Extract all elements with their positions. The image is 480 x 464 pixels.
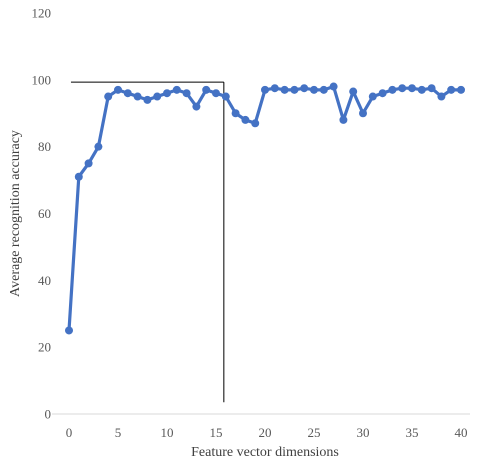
data-point xyxy=(378,89,387,98)
x-tick-label: 15 xyxy=(210,425,223,440)
y-tick-label: 20 xyxy=(38,340,51,355)
data-point xyxy=(270,84,279,93)
x-tick-label: 0 xyxy=(66,425,73,440)
y-tick-label: 120 xyxy=(32,6,52,21)
data-point xyxy=(153,92,162,101)
x-tick-label: 30 xyxy=(357,425,370,440)
series-line xyxy=(67,84,463,333)
data-point xyxy=(221,92,230,101)
data-point xyxy=(172,85,181,94)
data-point xyxy=(427,84,436,93)
data-point xyxy=(437,92,446,101)
data-point xyxy=(123,89,132,98)
x-tick-label: 5 xyxy=(115,425,122,440)
x-axis-title: Feature vector dimensions xyxy=(191,445,339,460)
data-point xyxy=(398,84,407,93)
x-tick-label: 10 xyxy=(161,425,174,440)
y-tick-labels: 0 20 40 60 80 100 120 xyxy=(32,6,52,422)
data-point xyxy=(447,85,456,94)
y-tick-label: 60 xyxy=(38,206,51,221)
data-point xyxy=(339,115,348,124)
data-point xyxy=(457,85,465,94)
data-point xyxy=(74,172,83,181)
data-point xyxy=(300,84,309,93)
y-tick-label: 0 xyxy=(45,407,52,422)
data-point xyxy=(65,326,73,335)
data-point xyxy=(261,85,269,94)
data-point xyxy=(114,85,122,94)
data-point xyxy=(241,115,250,124)
data-point xyxy=(319,85,328,94)
x-tick-label: 35 xyxy=(406,425,419,440)
data-point xyxy=(192,102,201,111)
data-point xyxy=(231,109,240,118)
data-point xyxy=(280,85,289,94)
data-point xyxy=(182,89,191,98)
data-point xyxy=(417,85,426,94)
x-tick-label: 25 xyxy=(308,425,321,440)
data-point xyxy=(212,89,220,98)
y-tick-label: 40 xyxy=(38,273,51,288)
y-axis-title: Average recognition accuracy xyxy=(8,130,23,297)
data-point xyxy=(349,87,358,96)
data-point xyxy=(359,109,367,118)
data-point xyxy=(290,85,299,94)
data-point xyxy=(251,119,260,128)
data-point xyxy=(329,82,338,91)
data-point xyxy=(84,159,93,168)
data-point xyxy=(94,142,103,151)
reference-lines xyxy=(70,81,225,403)
data-point xyxy=(133,92,142,101)
data-point xyxy=(408,84,416,93)
y-tick-label: 100 xyxy=(32,72,52,87)
x-tick-label: 20 xyxy=(259,425,272,440)
data-point xyxy=(104,92,113,101)
x-tick-labels: 0 5 10 15 20 25 30 35 40 xyxy=(66,425,468,440)
x-tick-label: 40 xyxy=(455,425,468,440)
data-point xyxy=(388,85,397,94)
series-layer xyxy=(65,82,465,335)
y-tick-label: 80 xyxy=(38,139,51,154)
data-point xyxy=(143,95,152,104)
data-point xyxy=(310,85,318,94)
data-point xyxy=(163,89,171,98)
data-point xyxy=(202,85,211,94)
data-point xyxy=(368,92,377,101)
